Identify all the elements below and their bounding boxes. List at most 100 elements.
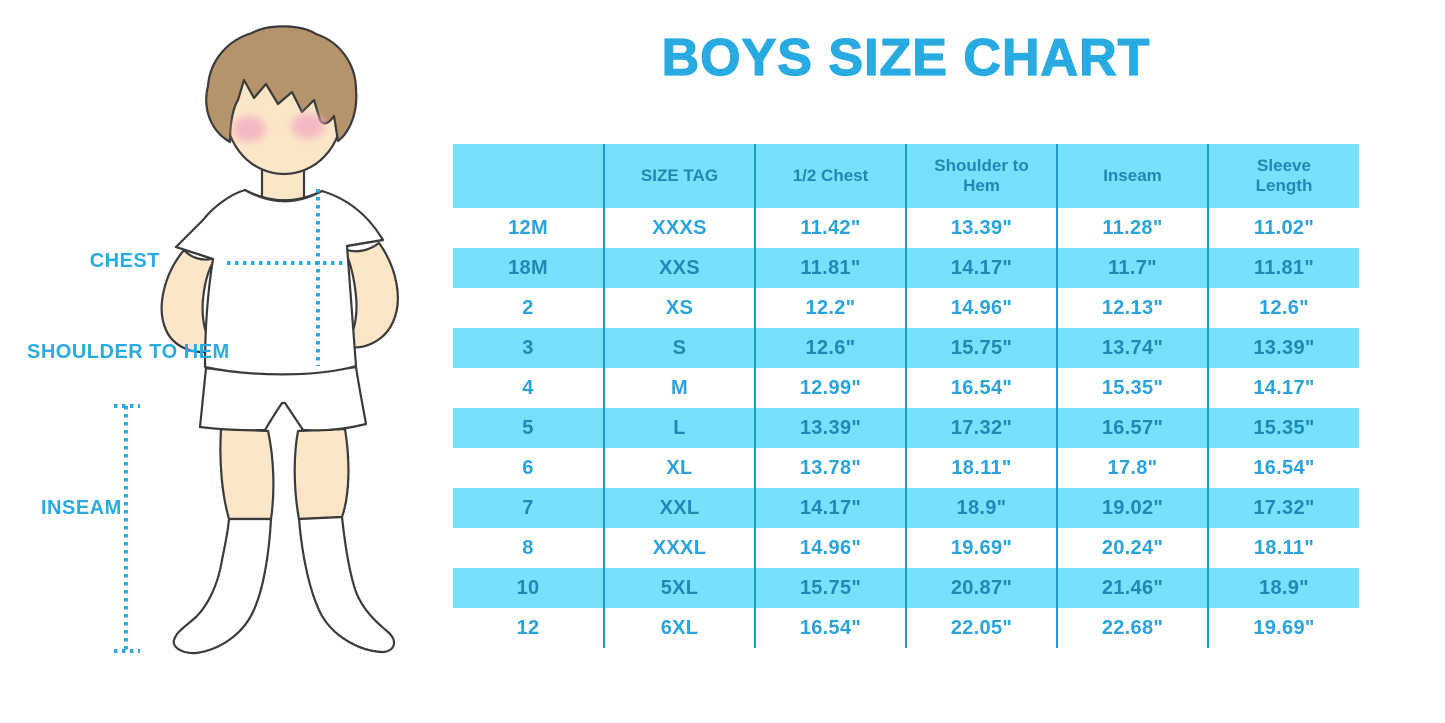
table-cell: 13.39" [905, 208, 1057, 248]
table-cell: 20.24" [1056, 528, 1208, 568]
table-cell: XXXS [603, 208, 755, 248]
chest-label: CHEST [89, 250, 160, 272]
column-header: SIZE TAG [603, 144, 755, 208]
table-row: 18M XXS 11.81" 14.17" 11.7" 11.81" [453, 248, 1359, 288]
table-cell: XXXL [603, 528, 755, 568]
table-cell: 16.54" [754, 608, 906, 648]
table-cell: 16.54" [1207, 448, 1359, 488]
table-cell: 12.2" [754, 288, 906, 328]
table-cell: XS [603, 288, 755, 328]
table-cell: 19.69" [905, 528, 1057, 568]
table-cell: 15.75" [754, 568, 906, 608]
table-row: 3 S 12.6" 15.75" 13.74" 13.39" [453, 328, 1359, 368]
column-header: Shoulder to Hem [905, 144, 1057, 208]
table-cell: 22.05" [905, 608, 1057, 648]
table-cell: 11.81" [754, 248, 906, 288]
table-row: 7 XXL 14.17" 18.9" 19.02" 17.32" [453, 488, 1359, 528]
sleeve-hems [174, 238, 385, 261]
table-cell: 11.81" [1207, 248, 1359, 288]
shoulder-to-hem-label: SHOULDER TO HEM [27, 341, 230, 363]
table-cell: 18.11" [905, 448, 1057, 488]
table-cell: 5 [453, 408, 604, 448]
table-cell: 14.96" [754, 528, 906, 568]
boy-cheeks [232, 113, 325, 142]
table-cell: L [603, 408, 755, 448]
boy-collar [243, 188, 324, 203]
table-cell: 12.13" [1056, 288, 1208, 328]
page-title: BOYS SIZE CHART [661, 29, 1151, 88]
boy-socks [172, 515, 395, 655]
table-cell: 13.78" [754, 448, 906, 488]
table-cell: 21.46" [1056, 568, 1208, 608]
table-row: 2 XS 12.2" 14.96" 12.13" 12.6" [453, 288, 1359, 328]
table-cell: 6 [453, 448, 604, 488]
table-cell: 3 [453, 328, 604, 368]
table-cell: 17.32" [905, 408, 1057, 448]
table-cell: 14.96" [905, 288, 1057, 328]
boy-legs [219, 427, 350, 521]
table-cell: M [603, 368, 755, 408]
table-cell: 17.8" [1056, 448, 1208, 488]
table-row: 10 5XL 15.75" 20.87" 21.46" 18.9" [453, 568, 1359, 608]
size-table: SIZE TAG 1/2 Chest Shoulder to Hem Inseam Sl… [453, 144, 1359, 648]
table-cell: 16.57" [1056, 408, 1208, 448]
table-cell: 10 [453, 568, 604, 608]
table-cell: 8 [453, 528, 604, 568]
size-table-head-row: SIZE TAG 1/2 Chest Shoulder to Hem Inseam Sl… [453, 144, 1359, 208]
table-row: 6 XL 13.78" 18.11" 17.8" 16.54" [453, 448, 1359, 488]
inseam-label: INSEAM [41, 497, 122, 519]
table-cell: 16.54" [905, 368, 1057, 408]
table-cell: 12.6" [1207, 288, 1359, 328]
table-row: 12 6XL 16.54" 22.05" 22.68" 19.69" [453, 608, 1359, 648]
table-cell: XXL [603, 488, 755, 528]
column-header: Sleeve Length [1207, 144, 1359, 208]
table-cell: 13.39" [754, 408, 906, 448]
table-cell: 15.35" [1207, 408, 1359, 448]
table-cell: 17.32" [1207, 488, 1359, 528]
table-cell: 2 [453, 288, 604, 328]
column-header: Inseam [1056, 144, 1208, 208]
table-cell: 22.68" [1056, 608, 1208, 648]
table-cell: 11.02" [1207, 208, 1359, 248]
table-cell: 4 [453, 368, 604, 408]
table-cell: 14.17" [905, 248, 1057, 288]
boy-measurement-figure: CHEST SHOULDER TO HEM INSEAM [0, 0, 450, 723]
table-cell: 15.35" [1056, 368, 1208, 408]
table-cell: 12.99" [754, 368, 906, 408]
table-cell: 18M [453, 248, 604, 288]
table-cell: 12 [453, 608, 604, 648]
table-cell: 13.74" [1056, 328, 1208, 368]
table-row: 8 XXXL 14.96" 19.69" 20.24" 18.11" [453, 528, 1359, 568]
table-cell: XXS [603, 248, 755, 288]
table-row: 5 L 13.39" 17.32" 16.57" 15.35" [453, 408, 1359, 448]
table-cell: 12M [453, 208, 604, 248]
table-cell: 18.9" [1207, 568, 1359, 608]
table-cell: 5XL [603, 568, 755, 608]
column-header [453, 144, 604, 208]
table-cell: 19.02" [1056, 488, 1208, 528]
table-row: 12M XXXS 11.42" 13.39" 11.28" 11.02" [453, 208, 1359, 248]
table-cell: 15.75" [905, 328, 1057, 368]
table-cell: 14.17" [1207, 368, 1359, 408]
boy-hair [205, 25, 358, 144]
size-table-head: SIZE TAG 1/2 Chest Shoulder to Hem Inseam Sl… [453, 144, 1359, 208]
table-cell: 11.7" [1056, 248, 1208, 288]
table-cell: XL [603, 448, 755, 488]
table-cell: 14.17" [754, 488, 906, 528]
table-cell: 19.69" [1207, 608, 1359, 648]
table-cell: S [603, 328, 755, 368]
boy-shorts [198, 365, 368, 432]
table-cell: 13.39" [1207, 328, 1359, 368]
table-cell: 18.11" [1207, 528, 1359, 568]
column-header: 1/2 Chest [754, 144, 906, 208]
table-cell: 11.28" [1056, 208, 1208, 248]
boy-illustration [114, 25, 399, 655]
table-cell: 7 [453, 488, 604, 528]
table-cell: 18.9" [905, 488, 1057, 528]
size-table-body: 12M XXXS 11.42" 13.39" 11.28" 11.02" 18M XXS 11.… [453, 208, 1359, 648]
table-cell: 12.6" [754, 328, 906, 368]
table-cell: 11.42" [754, 208, 906, 248]
table-row: 4 M 12.99" 16.54" 15.35" 14.17" [453, 368, 1359, 408]
table-cell: 20.87" [905, 568, 1057, 608]
